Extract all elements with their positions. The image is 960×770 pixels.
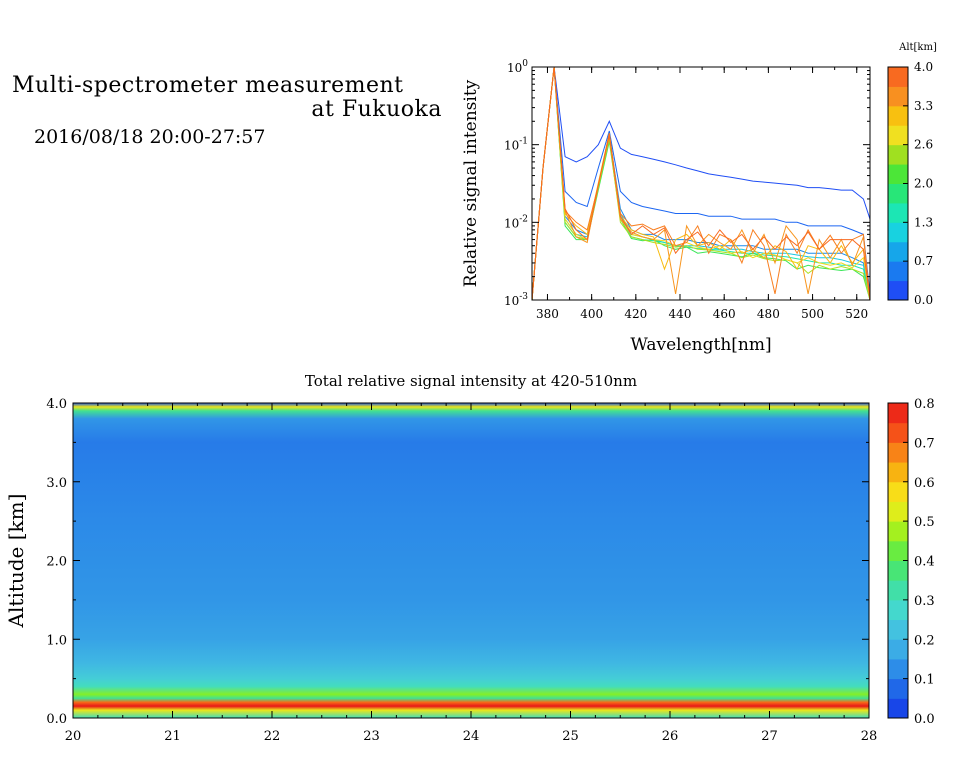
spectrum-series-line [532, 67, 870, 300]
spectrum-series-line [532, 67, 870, 300]
heatmap-y-axis-label: Altitude [km] [4, 494, 28, 629]
spectrum-y-tick-label: 100 [507, 59, 528, 75]
alt-colorbar-tick-label: 3.3 [914, 99, 933, 113]
heat-colorbar-band [888, 580, 908, 601]
heatmap-x-tick-label: 21 [164, 729, 181, 744]
alt-colorbar-band [888, 164, 908, 184]
heatmap-y-tick-label: 0.0 [46, 712, 67, 727]
spectrum-x-axis-label: Wavelength[nm] [630, 335, 771, 355]
spectrum-series-line [532, 67, 870, 300]
heatmap-y-tick-label: 4.0 [46, 397, 67, 412]
heatmap-x-tick-label: 23 [363, 729, 380, 744]
heat-colorbar-tick-label: 0.3 [914, 594, 935, 609]
alt-colorbar-tick-label: 2.0 [914, 177, 933, 191]
alt-colorbar-tick-label: 0.0 [914, 293, 933, 307]
heatmap-y-tick-label: 1.0 [46, 633, 67, 648]
heat-colorbar-band [888, 678, 908, 699]
heatmap-x-tick-label: 28 [861, 729, 878, 744]
heat-colorbar-band [888, 619, 908, 640]
heat-colorbar-band [888, 698, 908, 719]
alt-colorbar-band [888, 183, 908, 204]
alt-colorbar-band [888, 125, 908, 146]
spectrum-x-tick-label: 440 [669, 307, 692, 321]
heat-colorbar-band [888, 481, 908, 502]
alt-colorbar-tick-label: 4.0 [914, 60, 933, 74]
heat-colorbar-tick-label: 0.4 [914, 555, 935, 570]
heat-colorbar-tick-label: 0.7 [914, 436, 935, 451]
heat-colorbar-band [888, 403, 908, 424]
spectrum-y-tick-label: 10-2 [504, 214, 528, 230]
alt-colorbar-band [888, 86, 908, 107]
heatmap-base-field [73, 403, 869, 718]
heatmap-x-tick-label: 22 [264, 729, 281, 744]
alt-colorbar-band [888, 144, 908, 165]
chart-title: Multi-spectrometer measurement at Fukuok… [12, 74, 442, 122]
spectrum-plot-frame [531, 66, 871, 301]
heat-colorbar-band [888, 658, 908, 680]
alt-colorbar-band [888, 241, 908, 262]
spectrum-x-tick-label: 380 [536, 307, 559, 321]
alt-colorbar-band [888, 222, 908, 243]
heat-colorbar-band [888, 560, 908, 581]
heatmap-x-tick-label: 26 [662, 729, 679, 744]
heat-colorbar-band [888, 462, 908, 483]
spectrum-y-tick-label: 10-3 [504, 292, 528, 308]
alt-colorbar-title: Alt[km] [898, 42, 937, 53]
heat-colorbar-band [888, 442, 908, 463]
heatmap-title: Total relative signal intensity at 420-5… [305, 372, 637, 390]
heatmap-x-tick-label: 27 [761, 729, 778, 744]
alt-colorbar-tick-label: 1.3 [914, 215, 933, 229]
alt-colorbar-band [888, 67, 908, 87]
heat-colorbar-band [888, 540, 908, 561]
heatmap-x-tick-label: 25 [562, 729, 579, 744]
heatmap-y-tick-label: 3.0 [46, 476, 67, 491]
heat-colorbar-tick-label: 0.0 [914, 712, 935, 727]
spectrum-x-tick-label: 480 [757, 307, 780, 321]
alt-colorbar-tick-label: 2.6 [914, 138, 933, 152]
heatmap-y-tick-label: 2.0 [46, 555, 67, 570]
alt-colorbar-band [888, 105, 908, 126]
spectrum-y-tick-label: 10-1 [504, 137, 528, 153]
heat-colorbar-tick-label: 0.2 [914, 633, 935, 648]
heat-colorbar-tick-label: 0.8 [914, 397, 935, 412]
spectrum-y-axis-label: Relative signal intensity [461, 79, 481, 287]
alt-colorbar-band [888, 280, 908, 301]
alt-colorbar-band [888, 261, 908, 282]
heatmap-x-tick-label: 20 [65, 729, 82, 744]
heat-colorbar-band [888, 501, 908, 522]
heat-colorbar-band [888, 639, 908, 660]
title-line2: at Fukuoka [311, 97, 442, 122]
title-line1: Multi-spectrometer measurement [12, 73, 404, 98]
spectrum-x-tick-label: 500 [801, 307, 824, 321]
spectrum-series-line [532, 67, 870, 300]
alt-colorbar-band [888, 202, 908, 223]
spectrum-x-tick-label: 460 [713, 307, 736, 321]
spectrum-x-tick-label: 400 [580, 307, 603, 321]
heat-colorbar-band [888, 521, 908, 542]
spectrum-lines [532, 67, 870, 300]
measurement-datetime: 2016/08/18 20:00-27:57 [34, 126, 266, 148]
heat-colorbar-tick-label: 0.6 [914, 476, 935, 491]
heat-colorbar-band [888, 422, 908, 443]
heat-colorbar-tick-label: 0.1 [914, 673, 935, 688]
spectrum-x-tick-label: 420 [624, 307, 647, 321]
spectrum-x-tick-label: 520 [845, 307, 868, 321]
alt-colorbar-tick-label: 0.7 [914, 254, 933, 268]
heat-colorbar-band [888, 599, 908, 621]
heat-colorbar-tick-label: 0.5 [914, 515, 935, 530]
heatmap-x-tick-label: 24 [463, 729, 480, 744]
